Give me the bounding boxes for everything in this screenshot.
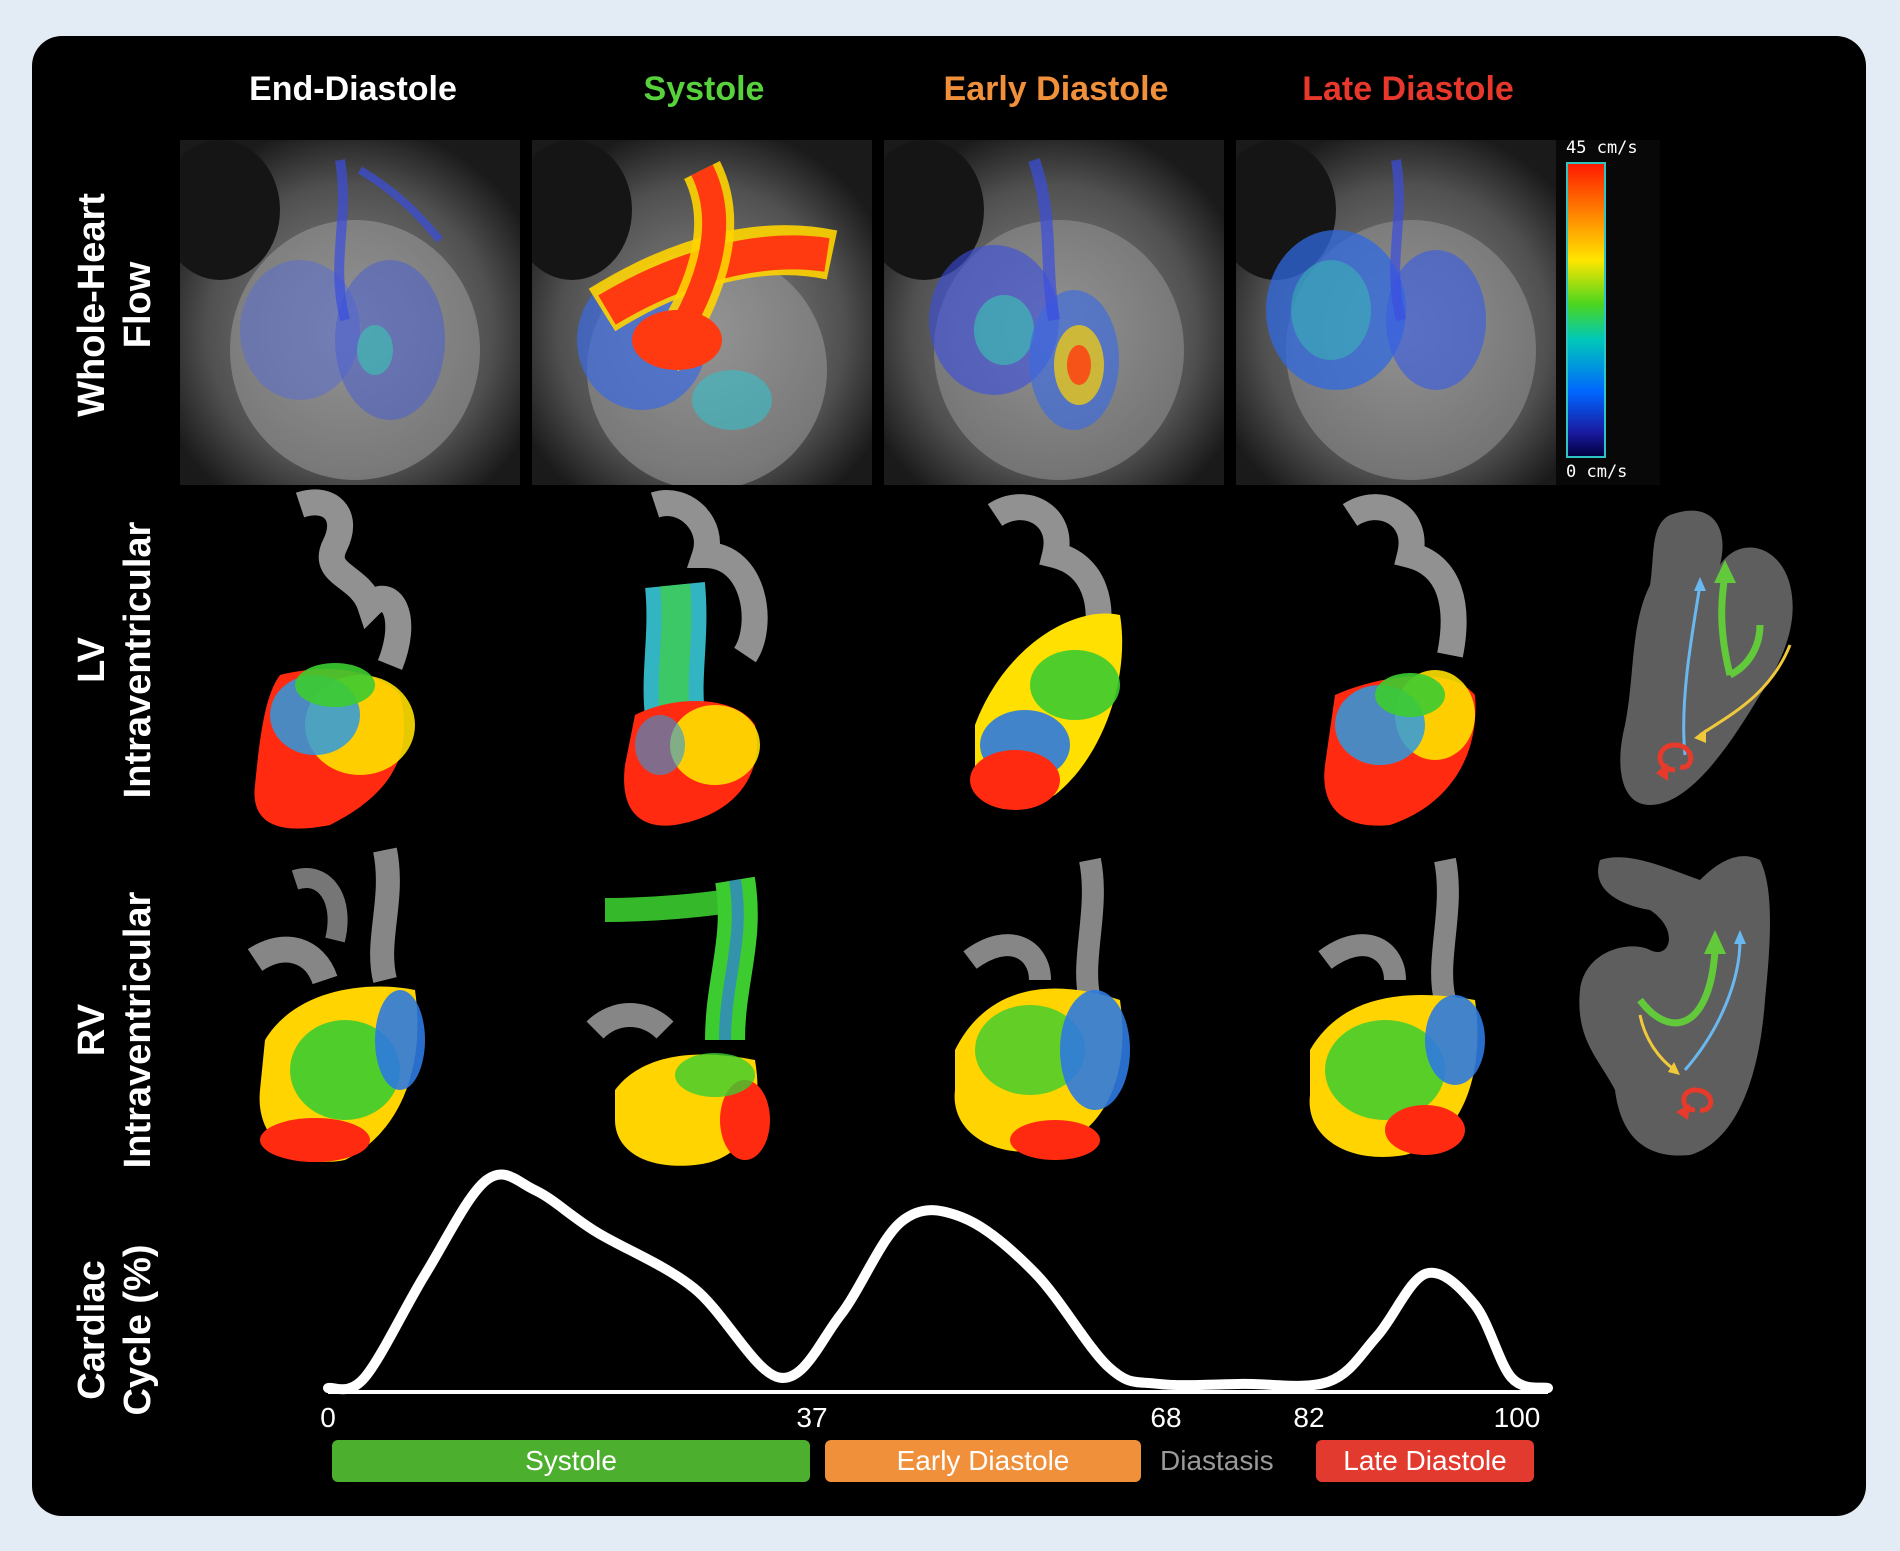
row-label-lv-intraventricular: LV Intraventricular [69, 522, 161, 799]
tick-82: 82 [1293, 1402, 1325, 1433]
lv-flow-early-diastole [955, 494, 1155, 835]
row-label-whole-heart-flow: Whole-Heart Flow [69, 193, 161, 417]
row-label-rv-intraventricular: RV Intraventricular [69, 892, 161, 1169]
tick-100: 100 [1493, 1402, 1541, 1433]
row-label-line: Cardiac [71, 1260, 113, 1400]
row-label-line: Intraventricular [117, 521, 159, 799]
row-label-line: Flow [117, 261, 159, 349]
column-title-late-diastole: Late Diastole [1302, 70, 1514, 108]
mri-late-diastole [1236, 140, 1576, 485]
lv-flow-systole [615, 490, 815, 835]
row-label-line: Whole-Heart [71, 193, 113, 417]
lv-flow-schematic [1610, 505, 1830, 815]
phase-systole: Systole [332, 1440, 810, 1482]
colorbar-max-label: 45 cm/s [1566, 138, 1638, 158]
tick-68: 68 [1150, 1402, 1182, 1433]
phase-late-diastole: Late Diastole [1316, 1440, 1534, 1482]
phase-early-diastole: Early Diastole [825, 1440, 1141, 1482]
lv-flow-end-diastole [240, 489, 460, 835]
colorbar-min-label: 0 cm/s [1566, 462, 1628, 482]
rv-flow-early-diastole [930, 850, 1150, 1170]
velocity-colorbar [1566, 162, 1606, 458]
row-label-line: Cycle (%) [117, 1244, 159, 1416]
row-label-line: RV [71, 1003, 113, 1057]
rv-flow-schematic [1570, 850, 1785, 1160]
mri-early-diastole [884, 140, 1224, 485]
tick-0: 0 [320, 1402, 336, 1433]
column-title-systole: Systole [643, 70, 765, 108]
mri-end-diastole [180, 140, 520, 485]
mri-systole [532, 140, 872, 485]
row-label-line: Intraventricular [117, 891, 159, 1169]
rv-flow-systole [585, 860, 795, 1170]
phase-diastasis: Diastasis [1160, 1445, 1274, 1476]
rv-flow-late-diastole [1285, 850, 1505, 1170]
column-title-early-diastole: Early Diastole [943, 70, 1169, 108]
row-label-cardiac-cycle: Cardiac Cycle (%) [69, 1244, 161, 1415]
rv-flow-end-diastole [235, 840, 460, 1170]
column-title-end-diastole: End-Diastole [249, 70, 457, 108]
tick-37: 37 [796, 1402, 828, 1433]
row-label-line: LV [71, 637, 113, 683]
lv-flow-late-diastole [1310, 494, 1510, 835]
